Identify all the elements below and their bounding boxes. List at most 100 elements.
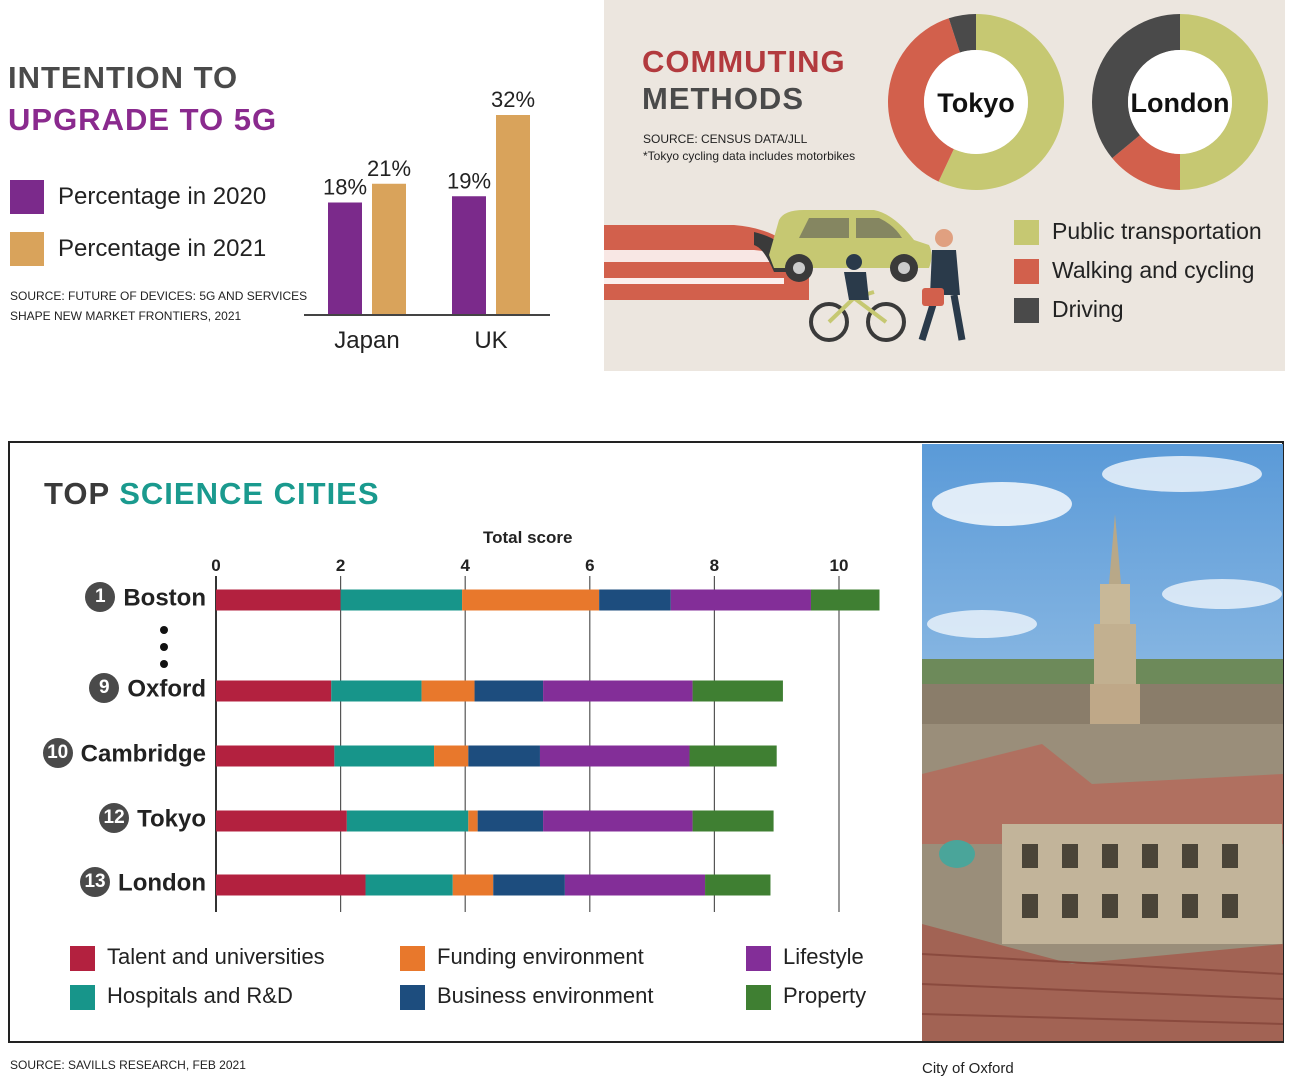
bar-oxford-business-environment	[474, 680, 544, 702]
city-name-cambridge: Cambridge	[80, 740, 206, 768]
ellipsis-dot	[160, 626, 168, 634]
car-icon	[769, 210, 932, 282]
science-legend-swatch-lifestyle	[746, 946, 771, 971]
legend-label-2021: Percentage in 2021	[58, 235, 267, 262]
science-legend-label-business-environment: Business environment	[437, 983, 654, 1008]
city-name-boston: Boston	[123, 584, 206, 612]
category-label-japan: Japan	[334, 327, 399, 354]
fiveg-source: SOURCE: FUTURE OF DEVICES: 5G AND SERVIC…	[10, 286, 307, 326]
legend-swatch-2021	[10, 232, 44, 266]
fiveg-title-line1: INTENTION TO	[8, 60, 239, 95]
cyclist-icon	[809, 254, 906, 342]
walker-icon	[918, 229, 966, 342]
commuting-legend-swatch-public-transportation	[1014, 220, 1039, 245]
bar-cambridge-talent-and-universities	[216, 745, 335, 767]
slice-london-walking-and-cycling	[1112, 135, 1180, 190]
slice-london-driving	[1092, 14, 1180, 159]
science-title-accent: SCIENCE CITIES	[119, 476, 380, 511]
city-name-tokyo: Tokyo	[137, 805, 206, 833]
donut-label-tokyo: Tokyo	[937, 88, 1015, 118]
bar-london-business-environment	[493, 874, 565, 896]
commuting-source-line2: *Tokyo cycling data includes motorbikes	[643, 149, 856, 163]
category-label-uk: UK	[474, 327, 507, 354]
bar-japan-percentage-in-2021	[372, 183, 406, 315]
ellipsis-dot	[160, 643, 168, 651]
x-tick-label-6: 6	[585, 556, 594, 575]
fiveg-source-line1: SOURCE: FUTURE OF DEVICES: 5G AND SERVIC…	[10, 289, 308, 303]
science-axis-title: Total score	[483, 528, 573, 547]
commuting-title-line2: METHODS	[642, 81, 804, 116]
bar-boston-hospitals-and-r-d	[340, 589, 463, 611]
slice-tokyo-walking-and-cycling	[888, 18, 960, 182]
rank-badge-london: 13	[80, 867, 111, 897]
donut-hole-tokyo	[924, 50, 1028, 154]
commuting-legend-swatch-walking-and-cycling	[1014, 259, 1039, 284]
bar-japan-percentage-in-2020	[328, 202, 362, 315]
train-icon	[604, 225, 809, 300]
city-label-tokyo: 12 Tokyo	[99, 803, 206, 835]
x-tick-label-10: 10	[830, 556, 849, 575]
rank-badge-boston: 1	[85, 582, 116, 612]
fiveg-source-line2: SHAPE NEW MARKET FRONTIERS, 2021	[10, 309, 242, 323]
city-name-oxford: Oxford	[127, 675, 206, 703]
science-source: SOURCE: SAVILLS RESEARCH, FEB 2021	[10, 1058, 246, 1072]
donut-hole-london	[1128, 50, 1232, 154]
slice-tokyo-public-transportation	[938, 14, 1064, 190]
science-legend-swatch-business-environment	[400, 985, 425, 1010]
fiveg-bar-chart: 18%21% Japan 19% 32% UK	[304, 87, 550, 354]
bar-uk-percentage-in-2021	[496, 115, 530, 315]
bar-tokyo-talent-and-universities	[216, 810, 347, 832]
legend-swatch-2020	[10, 180, 44, 214]
bar-tokyo-property	[692, 810, 774, 832]
x-tick-label-2: 2	[336, 556, 345, 575]
bar-tokyo-hospitals-and-r-d	[346, 810, 469, 832]
bar-oxford-funding-environment	[421, 680, 475, 702]
bar-tokyo-lifestyle	[543, 810, 693, 832]
commuting-legend-label-public-transportation: Public transportation	[1052, 218, 1262, 244]
data-label-uk-percentage-in-2021: 32%	[491, 87, 535, 112]
rank-badge-cambridge: 10	[42, 738, 73, 768]
bar-tokyo-business-environment	[477, 810, 544, 832]
bar-oxford-hospitals-and-r-d	[331, 680, 422, 702]
rank-badge-oxford: 9	[89, 673, 120, 703]
bar-boston-business-environment	[599, 589, 671, 611]
bar-uk-percentage-in-2020	[452, 196, 486, 315]
commuting-source-line1: SOURCE: CENSUS DATA/JLL	[643, 132, 808, 146]
bar-boston-property	[810, 589, 880, 611]
city-label-cambridge: 10 Cambridge	[42, 738, 206, 770]
science-title: TOP SCIENCE CITIES	[44, 476, 380, 512]
data-label-japan-percentage-in-2021: 21%	[367, 156, 411, 181]
science-legend-swatch-property	[746, 985, 771, 1010]
bar-london-property	[705, 874, 771, 896]
science-legend-label-property: Property	[783, 983, 867, 1008]
fiveg-title-line2: UPGRADE TO 5G	[8, 102, 278, 137]
donut-label-london: London	[1131, 88, 1230, 118]
data-label-uk-percentage-in-2020: 19%	[447, 168, 491, 193]
commuting-donut-charts: Tokyo London	[888, 14, 1268, 190]
city-label-boston: 1 Boston	[85, 582, 206, 614]
bar-london-funding-environment	[452, 874, 494, 896]
x-tick-label-8: 8	[710, 556, 719, 575]
bar-tokyo-funding-environment	[468, 810, 478, 832]
bar-cambridge-hospitals-and-r-d	[334, 745, 435, 767]
slice-london-public-transportation	[1180, 14, 1268, 190]
bar-cambridge-lifestyle	[539, 745, 690, 767]
science-legend-label-lifestyle: Lifestyle	[783, 944, 864, 969]
bar-london-lifestyle	[564, 874, 706, 896]
commuting-source: SOURCE: CENSUS DATA/JLL *Tokyo cycling d…	[643, 131, 855, 165]
bar-boston-talent-and-universities	[216, 589, 341, 611]
science-legend-swatch-talent-and-universities	[70, 946, 95, 971]
commuting-legend-label-driving: Driving	[1052, 296, 1124, 322]
science-legend-label-hospitals-and-r-d: Hospitals and R&D	[107, 983, 293, 1008]
bar-london-talent-and-universities	[216, 874, 366, 896]
city-label-oxford: 9 Oxford	[89, 673, 206, 705]
photo-caption: City of Oxford	[922, 1060, 1014, 1077]
legend-label-2020: Percentage in 2020	[58, 183, 267, 210]
bar-oxford-property	[692, 680, 783, 702]
x-tick-label-0: 0	[211, 556, 220, 575]
slice-tokyo-driving	[948, 14, 976, 53]
bar-cambridge-business-environment	[468, 745, 540, 767]
rank-badge-tokyo: 12	[99, 803, 130, 833]
science-legend-swatch-hospitals-and-r-d	[70, 985, 95, 1010]
city-label-london: 13 London	[80, 867, 206, 899]
